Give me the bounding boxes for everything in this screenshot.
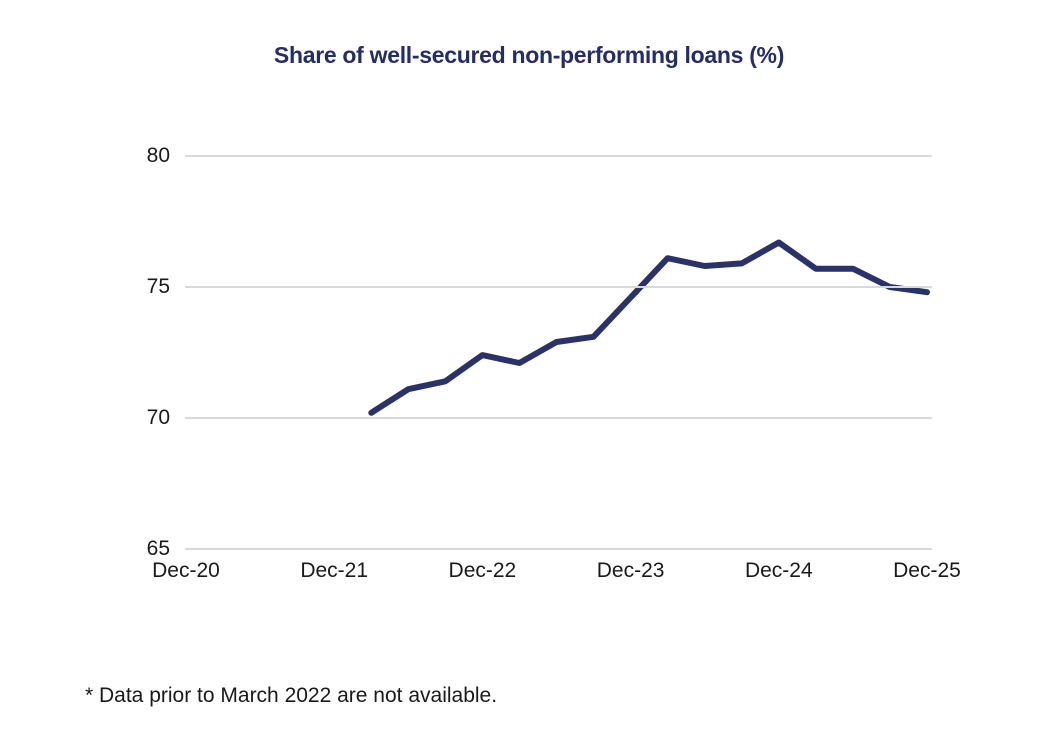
x-axis-tick-label: Dec-24	[744, 559, 813, 582]
x-axis-tick-label: Dec-21	[300, 559, 369, 582]
x-axis-tick-label: Dec-25	[893, 559, 961, 582]
footnote: * Data prior to March 2022 are not avail…	[85, 684, 498, 707]
plot-area	[185, 155, 932, 550]
x-axis-tick-label: Dec-22	[448, 559, 517, 582]
gridline-65	[185, 548, 932, 550]
x-axis-tick-label: Dec-23	[596, 559, 665, 582]
line-chart-canvas	[368, 239, 930, 416]
chart-title: Share of well-secured non-performing loa…	[273, 42, 785, 68]
gridline-80	[185, 155, 932, 157]
y-axis-tick-label: 65	[146, 537, 170, 560]
gridline-75	[185, 286, 932, 288]
npl-share-line	[368, 239, 930, 416]
y-axis-tick-label: 80	[146, 144, 170, 167]
y-axis-tick-label: 70	[146, 406, 170, 429]
gridline-70	[185, 417, 932, 419]
x-axis-tick-label: Dec-20	[152, 559, 220, 582]
y-axis-tick-label: 75	[146, 275, 170, 298]
